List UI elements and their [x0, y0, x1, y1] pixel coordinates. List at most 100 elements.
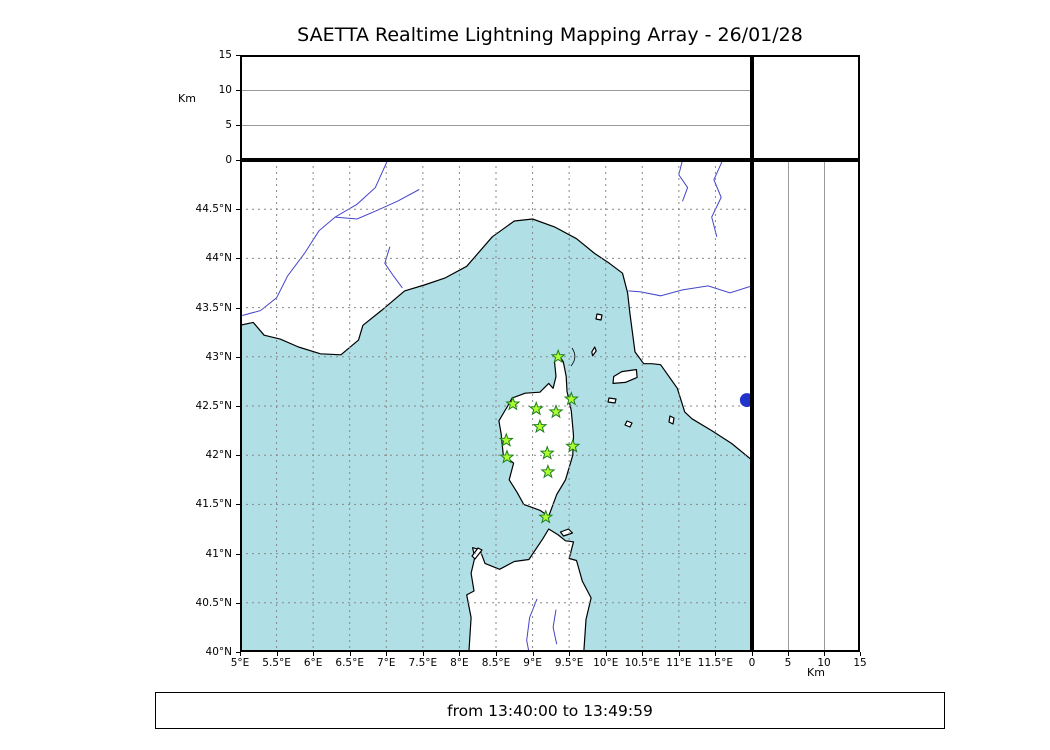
map-svg: [239, 159, 754, 653]
river: [242, 159, 389, 316]
page-title: SAETTA Realtime Lightning Mapping Array …: [297, 24, 803, 46]
lon-tick-label: 9°E: [523, 657, 542, 669]
lat-tick-mark: [236, 504, 240, 506]
river-layer: [242, 159, 753, 653]
river: [628, 285, 753, 297]
alt-tick-mark: [236, 160, 240, 161]
lat-tick-mark: [236, 602, 240, 604]
mainland-coastline: [239, 159, 753, 461]
lon-tick-mark: [349, 652, 351, 656]
alt-tick-label: 0: [225, 154, 232, 166]
lat-tick-mark: [236, 356, 240, 358]
sardinia-coastline: [466, 528, 592, 653]
island-elba: [612, 369, 638, 384]
lon-tick-mark: [386, 652, 388, 656]
time-range-text: from 13:40:00 to 13:49:59: [447, 701, 653, 720]
lon-tick-label: 6.5°E: [335, 657, 364, 669]
altitude-gridline: [824, 162, 825, 650]
alt-tick-mark: [236, 55, 240, 56]
lon-tick-label: 6°E: [303, 657, 323, 669]
alt-tick-label: 5: [784, 657, 792, 669]
station-star-marker: [505, 396, 521, 411]
lat-tick-label: 41.5°N: [195, 498, 232, 511]
alt-tick-mark: [860, 652, 861, 656]
island-maddalena: [559, 528, 574, 537]
coast-detail-layer: [570, 347, 576, 367]
grid-layer: [240, 160, 752, 652]
alt-tick-mark: [752, 652, 753, 656]
river: [711, 159, 724, 237]
lat-tick-mark: [236, 258, 240, 260]
station-star-marker: [548, 403, 564, 419]
station-star-marker: [539, 445, 555, 460]
station-star-marker: [538, 509, 554, 524]
altitude-gridline: [242, 90, 750, 91]
lat-tick-label: 41°N: [205, 547, 232, 560]
lon-tick-mark: [459, 652, 461, 656]
lon-tick-mark: [422, 652, 424, 656]
lat-tick-label: 42°N: [205, 449, 232, 462]
station-star-marker: [528, 401, 544, 416]
lon-tick-label: 5.5°E: [262, 657, 291, 669]
station-star-marker: [532, 418, 548, 434]
coast-detail: [570, 347, 576, 367]
time-range-box: from 13:40:00 to 13:49:59: [155, 692, 945, 729]
island-asinara: [471, 547, 483, 560]
station-star-marker: [499, 449, 515, 464]
lon-tick-mark: [240, 652, 241, 656]
island-giglio: [668, 415, 675, 425]
corsica-coastline: [498, 353, 575, 517]
alt-tick-mark: [236, 125, 240, 126]
island-pianosa: [607, 397, 617, 404]
lon-tick-mark: [642, 652, 644, 656]
island-capraia: [591, 346, 597, 357]
station-star-marker: [563, 391, 579, 406]
lon-tick-mark: [496, 652, 497, 656]
lat-tick-mark: [236, 553, 240, 555]
altitude-vs-latitude-panel: [752, 160, 860, 652]
lat-tick-mark: [236, 209, 240, 211]
lon-tick-label: 11°E: [666, 657, 692, 669]
river: [678, 159, 689, 202]
altitude-gridline: [788, 162, 789, 650]
altitude-vs-longitude-panel: [240, 55, 752, 160]
lat-tick-mark: [236, 406, 240, 407]
lat-tick-label: 44°N: [205, 252, 232, 265]
alt-tick-label: 5: [225, 119, 232, 131]
lon-tick-label: 9.5°E: [554, 657, 584, 669]
river: [552, 609, 558, 645]
lon-tick-label: 10.5°E: [624, 657, 660, 669]
lon-tick-mark: [715, 652, 717, 656]
lat-tick-label: 42.5°N: [195, 400, 232, 412]
lat-tick-mark: [236, 307, 240, 309]
map-panel: [239, 159, 754, 653]
lat-tick-mark: [236, 455, 240, 457]
alt-tick-label: 10: [817, 657, 831, 669]
lon-tick-label: 10°E: [593, 657, 619, 669]
altitude-axis-label-left: Km: [178, 92, 196, 105]
lat-tick-label: 44.5°N: [195, 203, 232, 216]
station-star-marker: [565, 438, 581, 453]
island-gorgona: [595, 313, 603, 321]
island-montecristo: [624, 420, 633, 428]
corner-panel: [752, 55, 860, 160]
lat-tick-mark: [236, 652, 240, 653]
land-layer: [239, 159, 753, 653]
river: [335, 189, 420, 220]
lon-tick-label: 8°E: [450, 657, 469, 669]
lon-tick-label: 8.5°E: [481, 657, 511, 669]
lon-tick-label: 7.5°E: [408, 657, 438, 669]
lon-tick-mark: [532, 652, 534, 656]
alt-tick-label: 10: [218, 84, 232, 96]
lat-tick-label: 43°N: [205, 350, 232, 363]
lon-tick-mark: [605, 652, 607, 656]
lon-tick-label: 7°E: [376, 657, 396, 669]
lat-tick-label: 40°N: [205, 646, 232, 658]
alt-tick-label: 15: [853, 657, 867, 669]
alt-tick-label: 15: [218, 49, 232, 61]
map-border: [240, 160, 752, 652]
lat-tick-label: 40.5°N: [195, 596, 232, 609]
lon-tick-mark: [678, 652, 680, 656]
lon-tick-mark: [569, 652, 571, 656]
